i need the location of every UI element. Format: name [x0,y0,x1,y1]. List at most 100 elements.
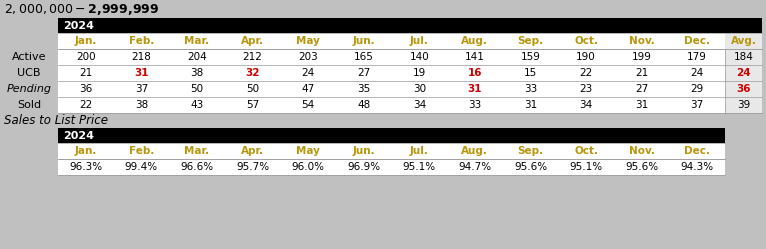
Text: Apr.: Apr. [241,36,264,46]
Text: 24: 24 [691,68,704,78]
Text: 95.6%: 95.6% [514,162,547,172]
Text: Nov.: Nov. [629,36,655,46]
Text: 30: 30 [413,84,426,94]
Text: Pending: Pending [6,84,51,94]
Bar [58,159,725,175]
Bar [58,33,725,49]
Bar [58,49,725,65]
Text: 21: 21 [635,68,648,78]
Text: 34: 34 [579,100,593,110]
Text: 159: 159 [521,52,540,62]
Bar [0,175,766,249]
Text: 33: 33 [468,100,482,110]
Text: Oct.: Oct. [574,36,598,46]
Text: May: May [296,36,320,46]
Text: 43: 43 [190,100,204,110]
Text: 95.7%: 95.7% [236,162,269,172]
Text: 37: 37 [135,84,148,94]
Text: May: May [296,146,320,156]
Text: 203: 203 [298,52,318,62]
Bar [58,65,725,81]
Text: 35: 35 [357,84,370,94]
Text: 19: 19 [413,68,426,78]
Text: 24: 24 [736,68,751,78]
Text: Sep.: Sep. [517,146,544,156]
Text: Jun.: Jun. [352,146,375,156]
Text: 33: 33 [524,84,537,94]
Text: 15: 15 [524,68,537,78]
Text: 34: 34 [413,100,426,110]
Text: 38: 38 [135,100,148,110]
Text: 50: 50 [191,84,204,94]
Bar [725,81,762,97]
Text: 24: 24 [302,68,315,78]
Text: 179: 179 [687,52,707,62]
Text: Aug.: Aug. [461,36,488,46]
Text: Aug.: Aug. [461,146,488,156]
Text: 27: 27 [357,68,370,78]
Text: 2024: 2024 [63,130,94,140]
Text: 96.9%: 96.9% [347,162,380,172]
Text: 36: 36 [79,84,93,94]
Text: 95.1%: 95.1% [403,162,436,172]
Text: 23: 23 [579,84,593,94]
Text: 27: 27 [635,84,648,94]
Text: 39: 39 [737,100,750,110]
Text: Nov.: Nov. [629,146,655,156]
Text: 50: 50 [246,84,259,94]
Text: 31: 31 [635,100,648,110]
Text: Sold: Sold [17,100,41,110]
Text: Feb.: Feb. [129,36,154,46]
Text: 36: 36 [736,84,751,94]
Text: $2,000,000 - $2,999,999: $2,000,000 - $2,999,999 [4,1,159,16]
Text: 29: 29 [691,84,704,94]
Text: 184: 184 [734,52,754,62]
Text: Mar.: Mar. [185,36,210,46]
Text: 94.3%: 94.3% [681,162,714,172]
Text: 48: 48 [357,100,370,110]
Text: 141: 141 [465,52,485,62]
Bar [725,65,762,81]
Bar [58,97,725,113]
Text: 16: 16 [467,68,482,78]
Text: Jul.: Jul. [410,146,429,156]
Text: 204: 204 [187,52,207,62]
Bar [725,33,762,49]
Text: 22: 22 [579,68,593,78]
Bar [0,113,766,128]
Text: Mar.: Mar. [185,146,210,156]
Text: 96.0%: 96.0% [292,162,325,172]
Text: Active: Active [11,52,46,62]
Text: Jan.: Jan. [74,36,97,46]
Text: 47: 47 [302,84,315,94]
Bar [725,97,762,113]
Text: Jan.: Jan. [74,146,97,156]
Text: 96.6%: 96.6% [181,162,214,172]
Bar [58,143,725,159]
Text: Sales to List Price: Sales to List Price [4,114,108,127]
Text: 31: 31 [524,100,537,110]
Text: Dec.: Dec. [684,36,710,46]
Text: Feb.: Feb. [129,146,154,156]
Text: Dec.: Dec. [684,146,710,156]
Text: 21: 21 [79,68,93,78]
Text: UCB: UCB [18,68,41,78]
Bar [58,18,762,33]
Text: Oct.: Oct. [574,146,598,156]
Text: 212: 212 [243,52,263,62]
Text: Jun.: Jun. [352,36,375,46]
Text: 99.4%: 99.4% [125,162,158,172]
Text: Avg.: Avg. [731,36,757,46]
Text: 199: 199 [632,52,652,62]
Text: 54: 54 [302,100,315,110]
Text: 140: 140 [409,52,429,62]
Bar [725,49,762,65]
Text: 2024: 2024 [63,20,94,30]
Text: 38: 38 [190,68,204,78]
Text: Apr.: Apr. [241,146,264,156]
Text: 165: 165 [354,52,374,62]
Text: 190: 190 [576,52,596,62]
Bar [58,128,725,143]
Text: 218: 218 [132,52,152,62]
Text: 95.1%: 95.1% [569,162,603,172]
